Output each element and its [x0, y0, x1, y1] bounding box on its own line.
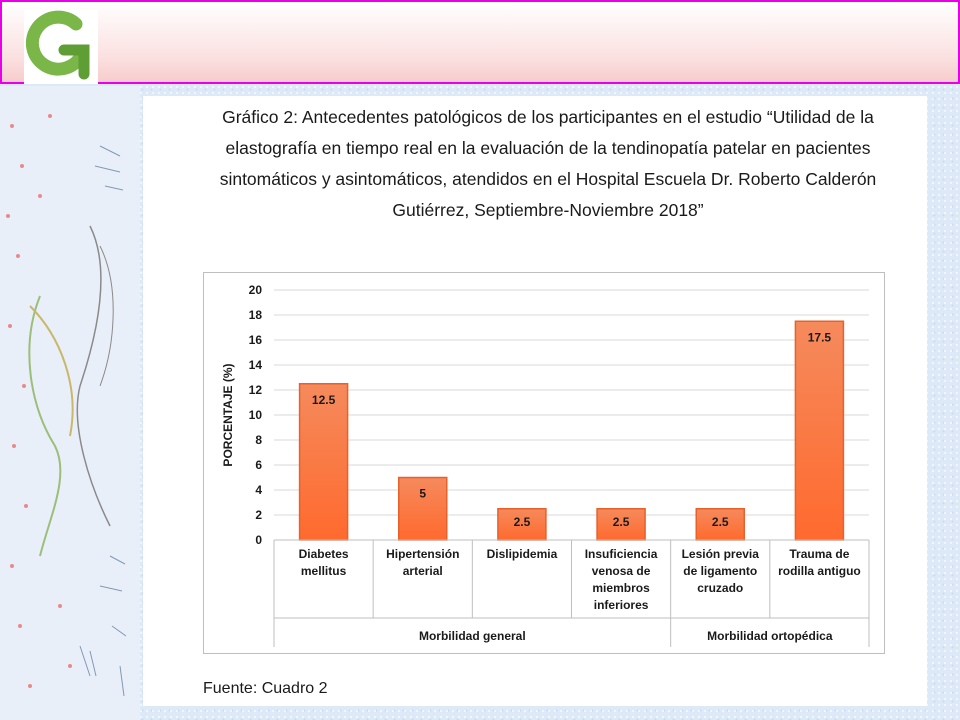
category-label: rodilla antiguo	[778, 564, 861, 578]
category-label: Dislipidemia	[487, 547, 558, 561]
category-label: de ligamento	[683, 564, 757, 578]
source-note: Fuente: Cuadro 2	[203, 680, 328, 697]
category-label: miembros	[592, 581, 650, 595]
y-tick-label: 12	[249, 383, 263, 397]
header-banner	[0, 0, 960, 84]
chart-frame: 0 2 4 6 8 10 12 14 16 18 20 PORCENTAJE (%) 12.5 5 2.5 2…	[203, 272, 885, 654]
data-label: 12.5	[312, 393, 336, 407]
y-tick-label: 6	[255, 458, 262, 472]
y-tick-label: 2	[255, 508, 262, 522]
content-panel: Gráfico 2: Antecedentes patológicos de l…	[143, 96, 927, 706]
decorative-sketch-strip	[0, 86, 140, 720]
bar	[497, 508, 547, 541]
bar	[596, 508, 646, 541]
y-axis-label: PORCENTAJE (%)	[221, 363, 235, 466]
group-label: Morbilidad ortopédica	[707, 629, 833, 643]
data-label: 2.5	[712, 515, 729, 529]
data-label: 2.5	[514, 515, 531, 529]
figure-title: Gráfico 2: Antecedentes patológicos de l…	[219, 107, 877, 220]
category-label: Diabetes	[299, 547, 349, 561]
y-tick-label: 16	[249, 333, 263, 347]
bar	[695, 508, 745, 541]
y-tick-label: 20	[249, 283, 263, 297]
data-label: 5	[419, 487, 426, 501]
y-tick-label: 14	[249, 358, 263, 372]
category-label: inferiores	[594, 598, 649, 612]
y-tick-label: 10	[249, 408, 263, 422]
bar	[298, 383, 349, 541]
y-tick-label: 18	[249, 308, 263, 322]
category-label: cruzado	[697, 581, 743, 595]
category-label: arterial	[403, 564, 443, 578]
category-label: Insuficiencia	[585, 547, 658, 561]
bar	[398, 476, 448, 541]
category-label: mellitus	[301, 564, 347, 578]
y-tick-label: 8	[255, 433, 262, 447]
y-tick-label: 4	[255, 483, 262, 497]
y-tick-label: 0	[255, 533, 262, 547]
data-label: 17.5	[808, 330, 832, 344]
group-label: Morbilidad general	[419, 629, 526, 643]
data-label: 2.5	[613, 515, 630, 529]
category-label: venosa de	[592, 564, 651, 578]
category-label: Lesión previa	[682, 547, 760, 561]
green-g-logo-icon	[24, 10, 98, 84]
bar	[794, 320, 845, 541]
category-label: Trauma de	[789, 547, 849, 561]
category-label: Hipertensión	[386, 547, 459, 561]
bar-chart: 0 2 4 6 8 10 12 14 16 18 20 PORCENTAJE (%) 12.5 5 2.5 2…	[221, 283, 870, 647]
